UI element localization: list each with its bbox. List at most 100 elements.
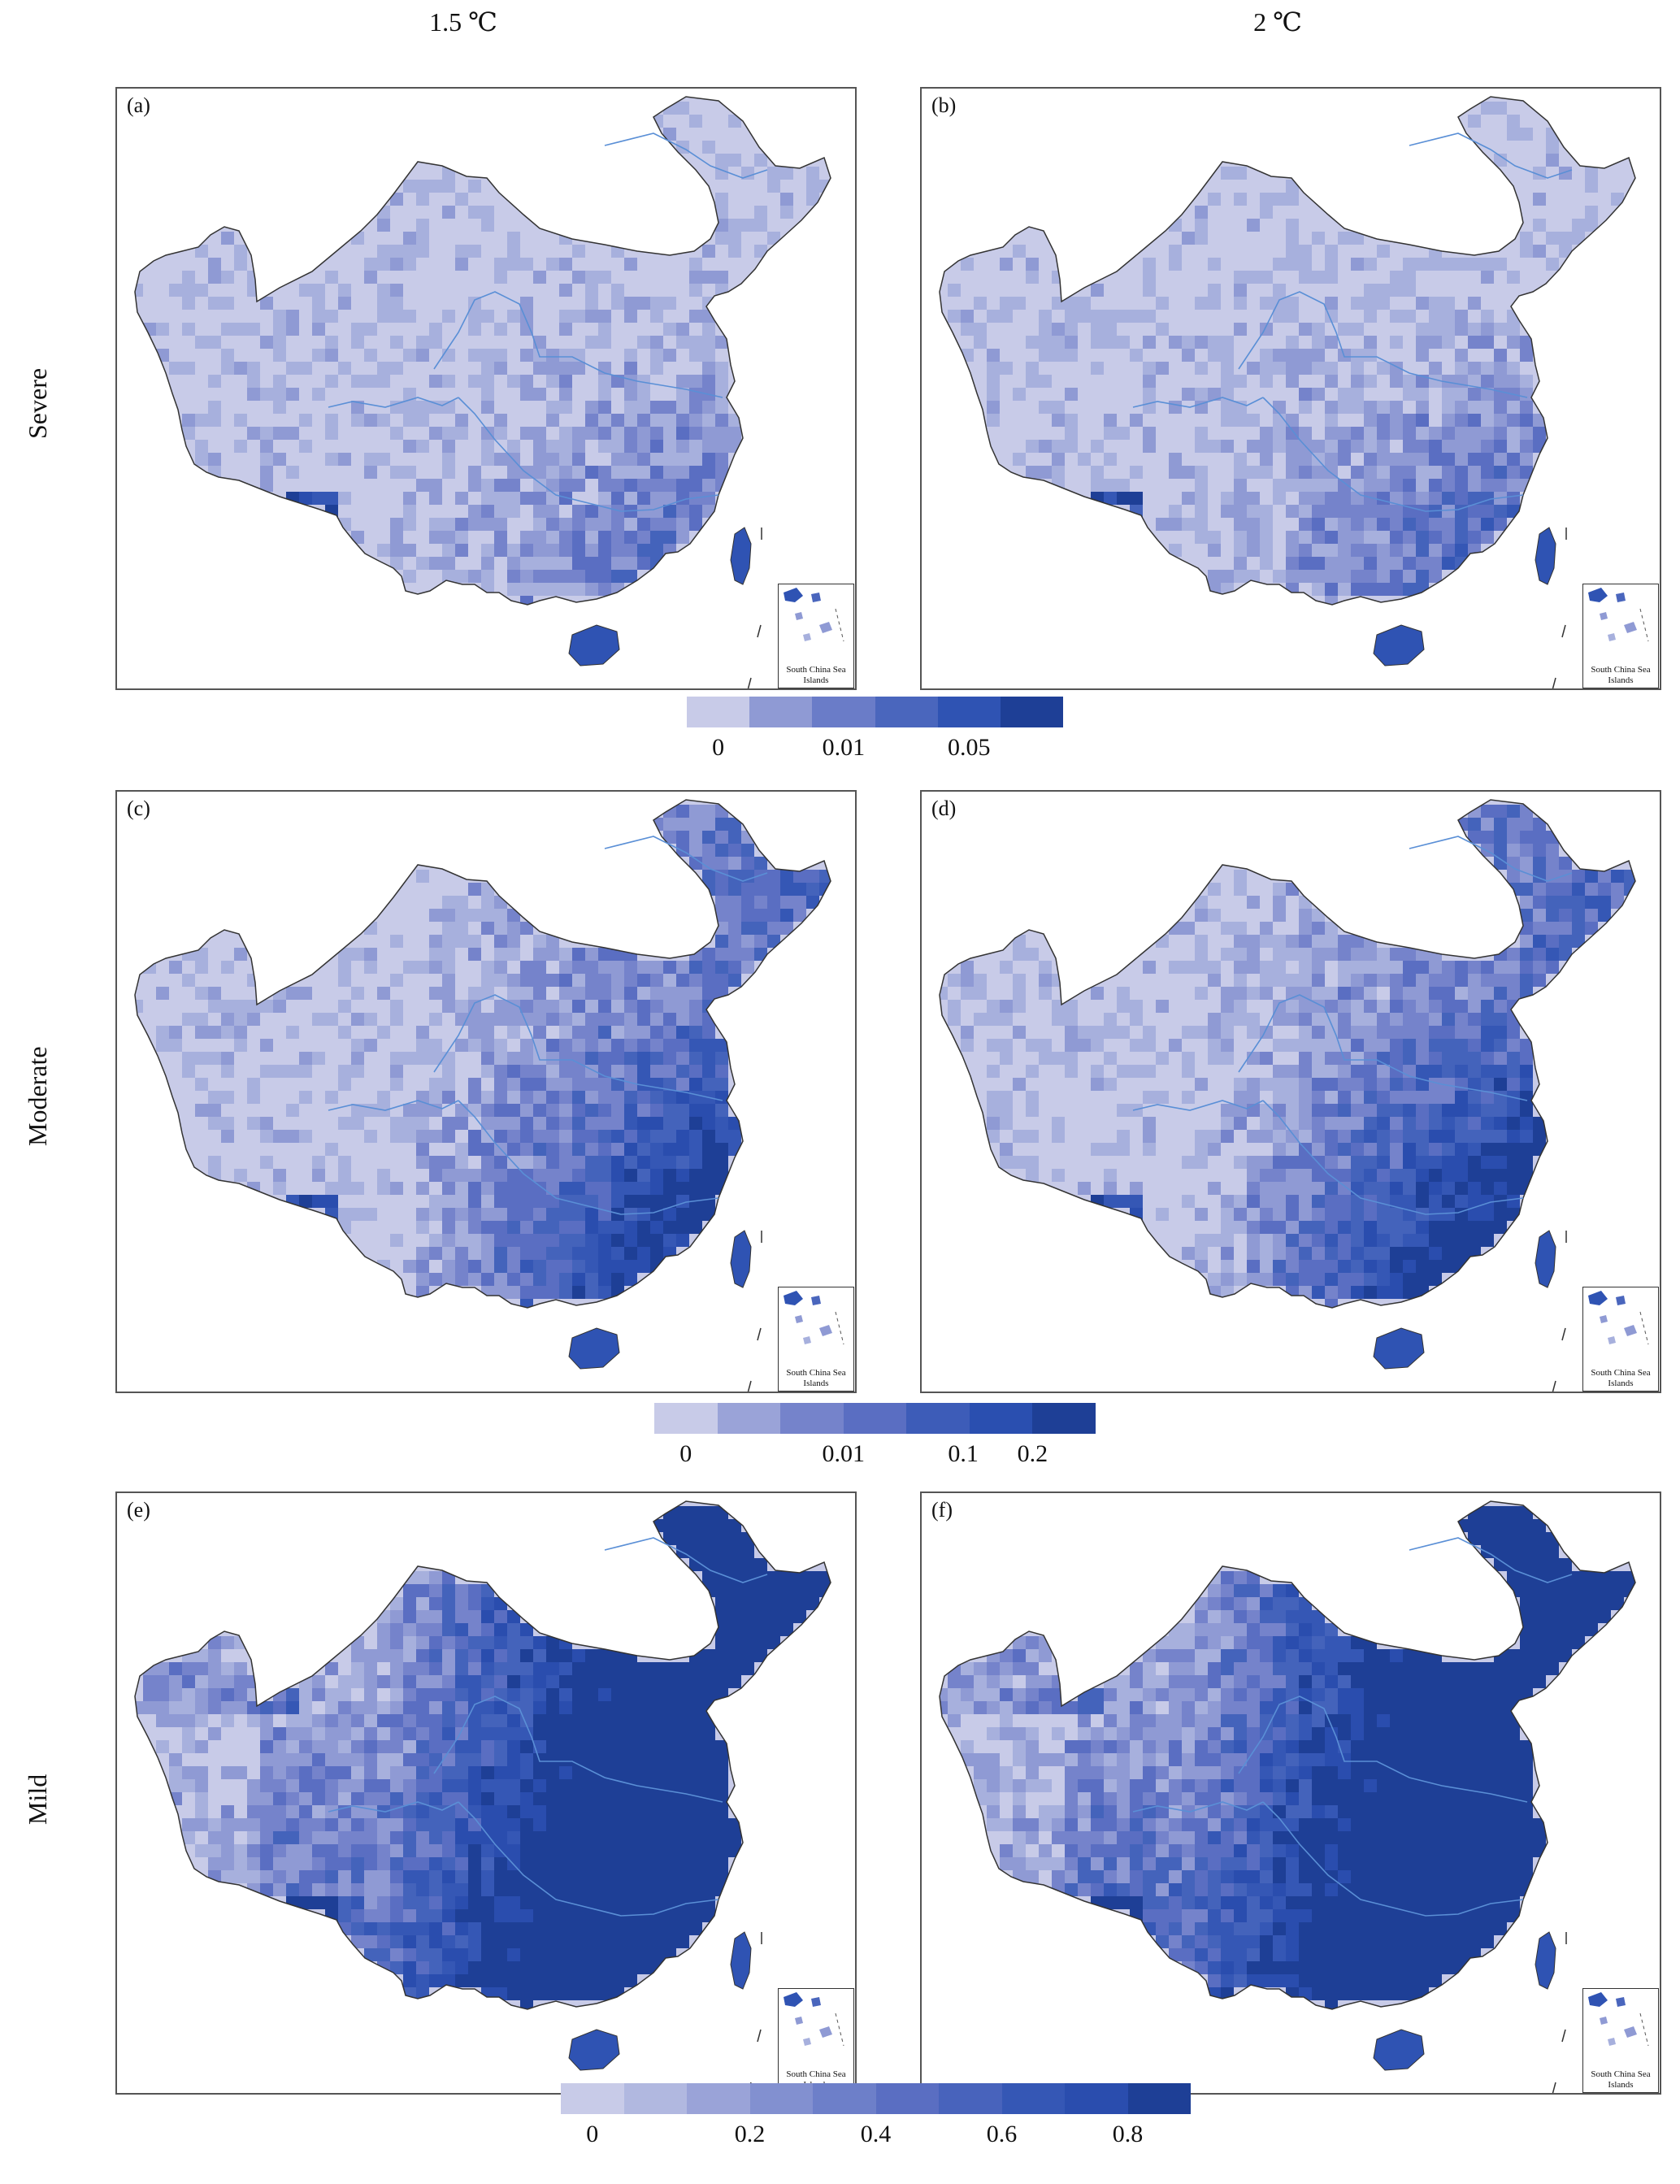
legend-tick-label: 0.01 xyxy=(822,1440,865,1467)
river-line xyxy=(604,836,768,882)
panel-label: (e) xyxy=(127,1498,150,1522)
inset-island xyxy=(1588,1291,1608,1305)
legend-tick-label: 0 xyxy=(679,1440,692,1467)
taiwan-island xyxy=(1535,1931,1556,1990)
row-title-moderate: Moderate xyxy=(23,1046,52,1146)
inset-island xyxy=(1600,2017,1608,2025)
river-line xyxy=(1238,994,1528,1101)
inset-island xyxy=(1600,612,1608,620)
inset-island xyxy=(784,1992,803,2007)
inset-island xyxy=(803,633,811,641)
risk-grid-cells xyxy=(940,1506,1635,2009)
legend-swatch xyxy=(875,2083,939,2114)
column-title-2: 2 ℃ xyxy=(1253,7,1302,37)
river-line xyxy=(458,397,719,512)
river-line xyxy=(433,1696,723,1803)
inset-island xyxy=(1616,1997,1626,2007)
china-map xyxy=(134,1500,831,2093)
taiwan-island xyxy=(730,1931,752,1990)
south-china-sea-inset: South China Sea Islands xyxy=(1582,1287,1659,1392)
taiwan-island xyxy=(730,527,752,585)
row-title-mild: Mild xyxy=(23,1774,52,1825)
map-panel-a: (a) South China Sea Islands xyxy=(115,87,857,690)
border-dash xyxy=(757,1327,762,1341)
legend-swatch xyxy=(561,2083,624,2114)
inset-island xyxy=(1608,633,1616,641)
legend-tick-label: 0.05 xyxy=(948,734,991,761)
china-border xyxy=(134,799,831,1309)
inset-boundary-dash xyxy=(1639,2012,1649,2047)
legend-tick-label: 0.1 xyxy=(948,1440,979,1467)
inset-island xyxy=(1588,1992,1608,2007)
inset-island xyxy=(1616,593,1626,602)
risk-grid-cells xyxy=(135,102,831,605)
map-panel-e: (e) South China Sea Islands xyxy=(115,1491,857,2095)
legend-swatch xyxy=(780,1403,844,1434)
inset-boundary-dash xyxy=(1639,608,1649,642)
risk-grid-cells xyxy=(135,1506,831,2009)
legend-swatch xyxy=(813,2083,876,2114)
border-dash xyxy=(1561,624,1566,638)
river-line xyxy=(1262,397,1524,512)
inset-island xyxy=(795,1315,803,1323)
legend-tick-label: 0.01 xyxy=(822,734,866,761)
south-china-sea-inset: South China Sea Islands xyxy=(1582,584,1659,688)
legend-swatch xyxy=(1001,2083,1065,2114)
china-border xyxy=(939,1500,1636,2010)
taiwan-island xyxy=(1535,527,1556,585)
legend-swatch xyxy=(969,1403,1033,1434)
risk-grid-cells xyxy=(135,805,831,1308)
inset-island xyxy=(819,622,832,633)
risk-grid-cells xyxy=(940,805,1635,1308)
panel-label: (b) xyxy=(931,93,957,117)
legend-swatch xyxy=(717,1403,781,1434)
legend-tick-label: 0.4 xyxy=(860,2121,892,2147)
inset-island xyxy=(1608,2038,1616,2046)
legend-swatch xyxy=(843,1403,907,1434)
inset-island xyxy=(784,1291,803,1305)
legend-severe: 0 0.01 0.05 xyxy=(687,697,1064,761)
taiwan-island xyxy=(1535,1230,1556,1288)
river-line xyxy=(604,1537,768,1583)
legend-swatch xyxy=(749,697,813,727)
inset-island xyxy=(1616,1296,1626,1305)
river-line xyxy=(458,1801,719,1917)
river-line xyxy=(1132,1100,1264,1111)
legend-swatch xyxy=(937,697,1001,727)
legend-swatch xyxy=(1000,697,1064,727)
inset-island xyxy=(803,2038,811,2046)
china-map xyxy=(939,799,1636,1392)
border-dash xyxy=(747,1380,752,1392)
river-line xyxy=(328,397,459,408)
panel-label: (d) xyxy=(931,797,957,820)
inset-label: South China Sea Islands xyxy=(786,665,846,685)
inset-island xyxy=(819,2026,832,2038)
river-line xyxy=(458,1100,719,1215)
panel-label: (c) xyxy=(127,797,150,820)
map-panel-b: (b) South China Sea Islands xyxy=(920,87,1661,690)
legend-swatch xyxy=(939,2083,1002,2114)
legend-moderate: 0 0.01 0.1 0.2 xyxy=(654,1403,1096,1467)
river-line xyxy=(1409,132,1573,179)
legend-tick-label: 0 xyxy=(586,2121,599,2147)
legend-swatch xyxy=(687,697,750,727)
row-title-severe: Severe xyxy=(23,367,52,439)
china-border xyxy=(134,1500,831,2010)
hainan-island xyxy=(568,2029,620,2071)
hainan-island xyxy=(1373,2029,1425,2071)
river-line xyxy=(328,1801,459,1813)
inset-island xyxy=(1624,2026,1637,2038)
inset-island xyxy=(784,588,803,602)
river-line xyxy=(433,291,723,398)
legend-tick-label: 0.8 xyxy=(1112,2121,1144,2147)
legend-tick-label: 0 xyxy=(712,734,725,761)
china-map xyxy=(134,96,831,688)
border-dash xyxy=(1552,2082,1556,2093)
inset-island xyxy=(1588,588,1608,602)
south-china-sea-inset: South China Sea Islands xyxy=(778,584,854,688)
china-map xyxy=(939,1500,1636,2093)
hainan-island xyxy=(1373,1327,1425,1370)
border-dash xyxy=(747,677,752,688)
inset-label: South China Sea Islands xyxy=(1591,1368,1651,1388)
inset-island xyxy=(1624,1325,1637,1336)
